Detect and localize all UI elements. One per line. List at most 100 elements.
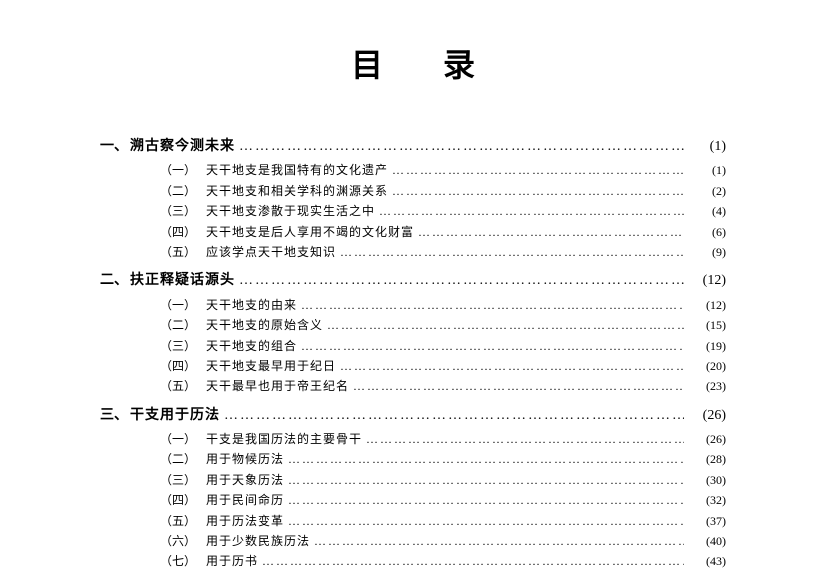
item-page: (20): [684, 356, 726, 376]
item-title: 天干地支最早用于纪日: [206, 356, 336, 376]
item-title: 干支是我国历法的主要骨干: [206, 429, 362, 449]
leader-dots: ………………………………………………………………………………………………: [284, 470, 684, 490]
leader-dots: ………………………………………………………………………………………………: [388, 160, 684, 180]
chapter-row: 三、干支用于历法………………………………………………………………………………………: [100, 405, 726, 427]
leader-dots: ………………………………………………………………………………………………: [258, 551, 684, 571]
item-number: （一）: [160, 429, 196, 449]
item-page: (9): [684, 242, 726, 262]
item-title: 天干地支渗散于现实生活之中: [206, 201, 375, 221]
toc-item-row: （四） 用于民间命历……………………………………………………………………………………: [100, 490, 726, 510]
chapter-row: 二、扶正释疑话源头……………………………………………………………………………………: [100, 270, 726, 292]
item-title: 天干地支的由来: [206, 295, 297, 315]
leader-dots: ………………………………………………………………………………………………: [375, 201, 684, 221]
toc-item-row: （一） 天干地支是我国特有的文化遗产………………………………………………………………: [100, 160, 726, 180]
toc-item-row: （一） 天干地支的由来…………………………………………………………………………………: [100, 295, 726, 315]
chapter-number: 一、: [100, 136, 130, 158]
toc-item-row: （四） 天干地支最早用于纪日…………………………………………………………………………: [100, 356, 726, 376]
toc-item-row: （五） 应该学点天干地支知识…………………………………………………………………………: [100, 242, 726, 262]
item-title: 天干地支的组合: [206, 336, 297, 356]
toc-item-row: （二） 用于物候历法……………………………………………………………………………………: [100, 449, 726, 469]
chapter-title: 干支用于历法: [130, 405, 220, 427]
item-page: (26): [684, 429, 726, 449]
item-number: （四）: [160, 490, 196, 510]
chapter-page: (12): [684, 270, 726, 292]
leader-dots: ………………………………………………………………………………………………: [297, 336, 684, 356]
item-page: (23): [684, 376, 726, 396]
item-number: （五）: [160, 376, 196, 396]
chapter-number: 三、: [100, 405, 130, 427]
item-page: (19): [684, 336, 726, 356]
toc-item-row: （二） 天干地支和相关学科的渊源关系………………………………………………………………: [100, 181, 726, 201]
leader-dots: ………………………………………………………………………………………………: [336, 356, 684, 376]
leader-dots: ………………………………………………………………………………………………: [388, 181, 684, 201]
leader-dots: ………………………………………………………………………………………………: [414, 222, 684, 242]
leader-dots: ………………………………………………………………………………………………: [336, 242, 684, 262]
toc-body: 一、溯古察今测未来……………………………………………………………………………………: [100, 136, 726, 572]
item-number: （三）: [160, 336, 196, 356]
chapter-number: 二、: [100, 270, 130, 292]
leader-dots: ………………………………………………………………………………………………: [284, 449, 684, 469]
chapter-page: (1): [684, 136, 726, 158]
item-number: （三）: [160, 470, 196, 490]
item-number: （二）: [160, 181, 196, 201]
item-page: (15): [684, 315, 726, 335]
item-page: (1): [684, 160, 726, 180]
toc-item-row: （一） 干支是我国历法的主要骨干……………………………………………………………………: [100, 429, 726, 449]
item-number: （二）: [160, 315, 196, 335]
item-number: （五）: [160, 511, 196, 531]
item-number: （二）: [160, 449, 196, 469]
leader-dots: ………………………………………………………………………………………………: [297, 295, 684, 315]
item-page: (6): [684, 222, 726, 242]
item-title: 用于物候历法: [206, 449, 284, 469]
item-number: （五）: [160, 242, 196, 262]
item-title: 用于少数民族历法: [206, 531, 310, 551]
item-title: 应该学点天干地支知识: [206, 242, 336, 262]
item-number: （六）: [160, 531, 196, 551]
item-page: (12): [684, 295, 726, 315]
item-number: （一）: [160, 295, 196, 315]
item-page: (4): [684, 201, 726, 221]
item-title: 天干最早也用于帝王纪名: [206, 376, 349, 396]
item-page: (28): [684, 449, 726, 469]
leader-dots: ………………………………………………………………………………………………: [284, 490, 684, 510]
item-number: （三）: [160, 201, 196, 221]
item-page: (2): [684, 181, 726, 201]
leader-dots: ………………………………………………………………………………………………: [235, 270, 684, 292]
toc-item-row: （三）用于天象历法……………………………………………………………………………………: [100, 470, 726, 490]
item-number: （四）: [160, 356, 196, 376]
toc-item-row: （七） 用于历书…………………………………………………………………………………………: [100, 551, 726, 571]
toc-item-row: （三） 天干地支渗散于现实生活之中…………………………………………………………………: [100, 201, 726, 221]
chapter-page: (26): [684, 405, 726, 427]
chapter-title: 溯古察今测未来: [130, 136, 235, 158]
item-title: 用于历法变革: [206, 511, 284, 531]
leader-dots: ………………………………………………………………………………………………: [220, 405, 684, 427]
toc-item-row: （五） 天干最早也用于帝王纪名………………………………………………………………………: [100, 376, 726, 396]
item-title: 天干地支是后人享用不竭的文化财富: [206, 222, 414, 242]
leader-dots: ………………………………………………………………………………………………: [362, 429, 684, 449]
item-title: 天干地支和相关学科的渊源关系: [206, 181, 388, 201]
item-page: (30): [684, 470, 726, 490]
item-title: 天干地支是我国特有的文化遗产: [206, 160, 388, 180]
toc-item-row: （二）天干地支的原始含义……………………………………………………………………………: [100, 315, 726, 335]
item-page: (32): [684, 490, 726, 510]
toc-item-row: （五） 用于历法变革……………………………………………………………………………………: [100, 511, 726, 531]
item-page: (43): [684, 551, 726, 571]
leader-dots: ………………………………………………………………………………………………: [349, 376, 684, 396]
item-title: 用于民间命历: [206, 490, 284, 510]
toc-item-row: （六） 用于少数民族历法………………………………………………………………………………: [100, 531, 726, 551]
leader-dots: ………………………………………………………………………………………………: [235, 136, 684, 158]
toc-item-row: （三） 天干地支的组合…………………………………………………………………………………: [100, 336, 726, 356]
item-page: (37): [684, 511, 726, 531]
item-number: （四）: [160, 222, 196, 242]
leader-dots: ………………………………………………………………………………………………: [323, 315, 684, 335]
toc-item-row: （四） 天干地支是后人享用不竭的文化财富…………………………………………………………: [100, 222, 726, 242]
toc-title: 目录: [100, 40, 726, 86]
item-number: （七）: [160, 551, 196, 571]
item-page: (40): [684, 531, 726, 551]
chapter-row: 一、溯古察今测未来……………………………………………………………………………………: [100, 136, 726, 158]
leader-dots: ………………………………………………………………………………………………: [284, 511, 684, 531]
leader-dots: ………………………………………………………………………………………………: [310, 531, 684, 551]
item-number: （一）: [160, 160, 196, 180]
item-title: 用于历书: [206, 551, 258, 571]
chapter-title: 扶正释疑话源头: [130, 270, 235, 292]
